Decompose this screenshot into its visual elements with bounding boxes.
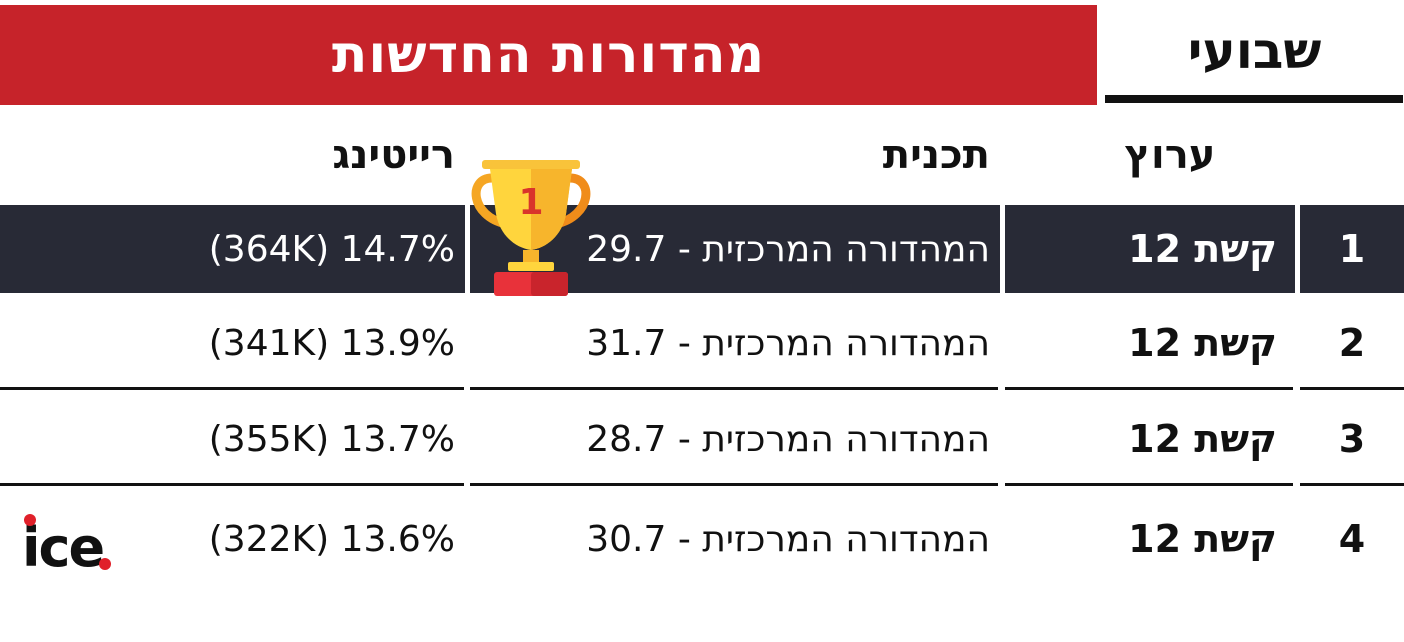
row-divider (1005, 483, 1293, 486)
rank-cell: 1 (1300, 205, 1404, 293)
channel-cell: קשת 12 (1128, 417, 1277, 461)
ice-logo-text: ice (22, 516, 104, 572)
row-divider (1300, 387, 1404, 390)
page-title: מהדורות החדשות (0, 5, 1097, 105)
column-header-rating: רייטינג (332, 132, 455, 178)
column-header-program: תכנית (882, 132, 990, 178)
row-divider (470, 483, 998, 486)
rank-cell: 4 (1338, 517, 1366, 561)
trophy-icon: 1 (471, 160, 591, 296)
rank-cell: 2 (1338, 321, 1366, 365)
program-cell: המהדורה המרכזית - 28.7 (586, 418, 990, 460)
program-cell: המהדורה המרכזית - 31.7 (586, 322, 990, 364)
row-divider (1300, 483, 1404, 486)
trophy-number: 1 (518, 182, 543, 223)
channel-cell: קשת 12 (1128, 321, 1277, 365)
rating-cell: 13.6% (322K) (208, 518, 455, 560)
ice-logo: ice (22, 514, 111, 572)
row-divider (0, 483, 464, 486)
rating-cell: 13.9% (341K) (208, 322, 455, 364)
channel-cell: קשת 12 (1128, 517, 1277, 561)
period-underline (1105, 95, 1403, 103)
row-divider (470, 387, 998, 390)
rating-cell: 14.7% (364K) (0, 205, 465, 293)
rank-cell: 3 (1338, 417, 1366, 461)
column-header-channel: ערוץ (1124, 132, 1216, 178)
rating-cell: 13.7% (355K) (208, 418, 455, 460)
row-divider (1005, 387, 1293, 390)
period-label: שבועי (1187, 22, 1322, 80)
row-divider (0, 387, 464, 390)
channel-cell: קשת 12 (1005, 205, 1295, 293)
program-cell: המהדורה המרכזית - 30.7 (586, 518, 990, 560)
